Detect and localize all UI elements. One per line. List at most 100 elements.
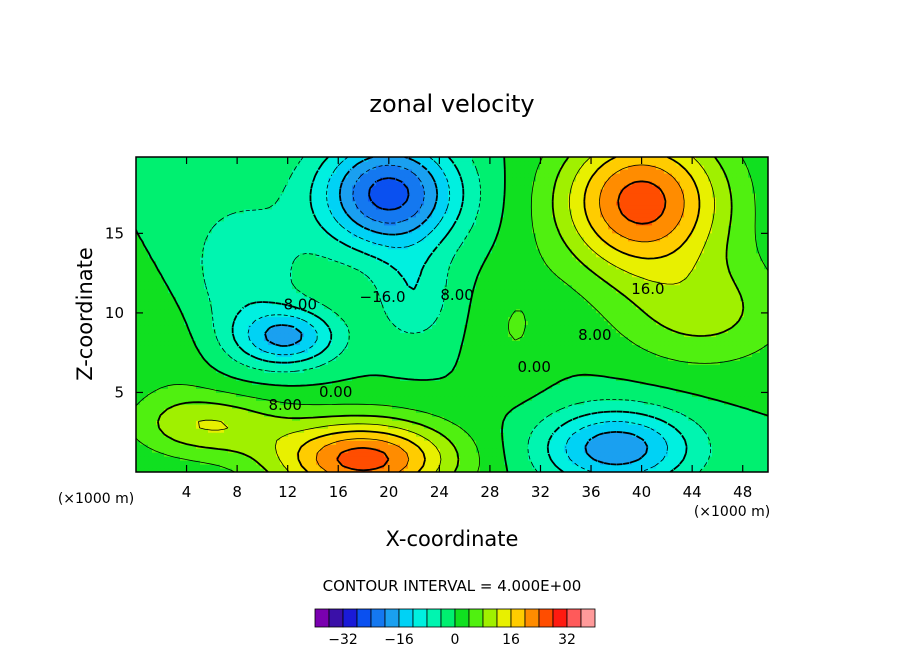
contour-fill-cell — [572, 348, 577, 353]
contour-fill-cell — [412, 464, 417, 469]
contour-fill-cell — [700, 368, 705, 373]
contour-fill-cell — [324, 416, 329, 421]
contour-fill-cell — [600, 396, 605, 401]
contour-fill-cell — [236, 408, 241, 413]
contour-fill-cell — [576, 356, 581, 361]
contour-fill-cell — [192, 352, 197, 357]
contour-fill-cell — [632, 364, 637, 369]
contour-fill-cell — [516, 384, 521, 389]
contour-fill-cell — [356, 444, 361, 449]
contour-fill-cell — [328, 444, 333, 449]
contour-fill-cell — [280, 424, 285, 429]
contour-fill-cell — [552, 448, 557, 453]
contour-fill-cell — [568, 452, 573, 457]
contour-fill-cell — [248, 372, 253, 377]
contour-fill-cell — [692, 448, 697, 453]
contour-fill-cell — [232, 388, 237, 393]
contour-fill-cell — [728, 392, 733, 397]
contour-fill-cell — [376, 364, 381, 369]
contour-fill-cell — [232, 364, 237, 369]
contour-fill-cell — [412, 364, 417, 369]
contour-fill-cell — [588, 388, 593, 393]
contour-fill-cell — [300, 344, 305, 349]
contour-fill-cell — [220, 444, 225, 449]
contour-fill-cell — [732, 460, 737, 465]
contour-fill-cell — [152, 368, 157, 373]
contour-fill-cell — [752, 420, 757, 425]
contour-fill-cell — [620, 436, 625, 441]
contour-fill-cell — [516, 348, 521, 353]
contour-fill-cell — [180, 364, 185, 369]
contour-fill-cell — [572, 456, 577, 461]
contour-fill-cell — [760, 384, 765, 389]
contour-fill-cell — [668, 396, 673, 401]
contour-fill-cell — [376, 432, 381, 437]
contour-fill-cell — [408, 464, 413, 469]
contour-fill-cell — [388, 440, 393, 445]
contour-fill-cell — [292, 424, 297, 429]
contour-fill-cell — [568, 356, 573, 361]
contour-fill-cell — [576, 364, 581, 369]
contour-fill-cell — [432, 388, 437, 393]
contour-fill-cell — [276, 464, 281, 469]
contour-fill-cell — [256, 452, 261, 457]
contour-fill-cell — [336, 444, 341, 449]
contour-fill-cell — [216, 412, 221, 417]
contour-fill-cell — [148, 396, 153, 401]
contour-fill-cell — [484, 448, 489, 453]
contour-fill-cell — [504, 452, 509, 457]
contour-fill-cell — [464, 368, 469, 373]
contour-fill-cell — [628, 396, 633, 401]
contour-fill-cell — [584, 456, 589, 461]
contour-fill-cell — [464, 396, 469, 401]
contour-fill-cell — [640, 348, 645, 353]
contour-fill-cell — [648, 428, 653, 433]
contour-fill-cell — [476, 352, 481, 357]
contour-fill-cell — [560, 468, 565, 472]
contour-fill-cell — [568, 368, 573, 373]
contour-fill-cell — [276, 344, 281, 349]
contour-fill-cell — [208, 452, 213, 457]
contour-fill-cell — [448, 444, 453, 449]
contour-fill-cell — [416, 456, 421, 461]
contour-fill-cell — [300, 352, 305, 357]
contour-fill-cell — [408, 360, 413, 365]
contour-fill-cell — [416, 452, 421, 457]
contour-fill-cell — [252, 436, 257, 441]
contour-fill-cell — [704, 360, 709, 365]
contour-fill-cell — [608, 388, 613, 393]
contour-fill-cell — [176, 448, 181, 453]
contour-fill-cell — [484, 384, 489, 389]
contour-fill-cell — [280, 420, 285, 425]
contour-fill-cell — [484, 396, 489, 401]
contour-fill-cell — [536, 416, 541, 421]
contour-fill-cell — [704, 372, 709, 377]
contour-fill-cell — [212, 352, 217, 357]
contour-fill-cell — [336, 424, 341, 429]
contour-fill-cell — [716, 468, 721, 472]
contour-fill-cell — [216, 416, 221, 421]
contour-fill-cell — [312, 388, 317, 393]
contour-fill-cell — [428, 364, 433, 369]
contour-fill-cell — [168, 432, 173, 437]
contour-fill-cell — [256, 384, 261, 389]
contour-fill-cell — [212, 344, 217, 349]
contour-fill-cell — [140, 416, 145, 421]
contour-fill-cell — [272, 388, 277, 393]
contour-fill-cell — [716, 448, 721, 453]
contour-fill-cell — [412, 416, 417, 421]
contour-fill-cell — [580, 428, 585, 433]
contour-fill-cell — [692, 436, 697, 441]
contour-fill-cell — [484, 420, 489, 425]
contour-fill-cell — [612, 356, 617, 361]
contour-fill-cell — [736, 444, 741, 449]
contour-fill-cell — [384, 448, 389, 453]
contour-fill-cell — [224, 440, 229, 445]
contour-fill-cell — [348, 416, 353, 421]
contour-fill-cell — [660, 356, 665, 361]
contour-fill-cell — [572, 452, 577, 457]
contour-fill-cell — [404, 372, 409, 377]
contour-fill-cell — [540, 460, 545, 465]
contour-fill-cell — [740, 460, 745, 465]
contour-fill-cell — [728, 408, 733, 413]
